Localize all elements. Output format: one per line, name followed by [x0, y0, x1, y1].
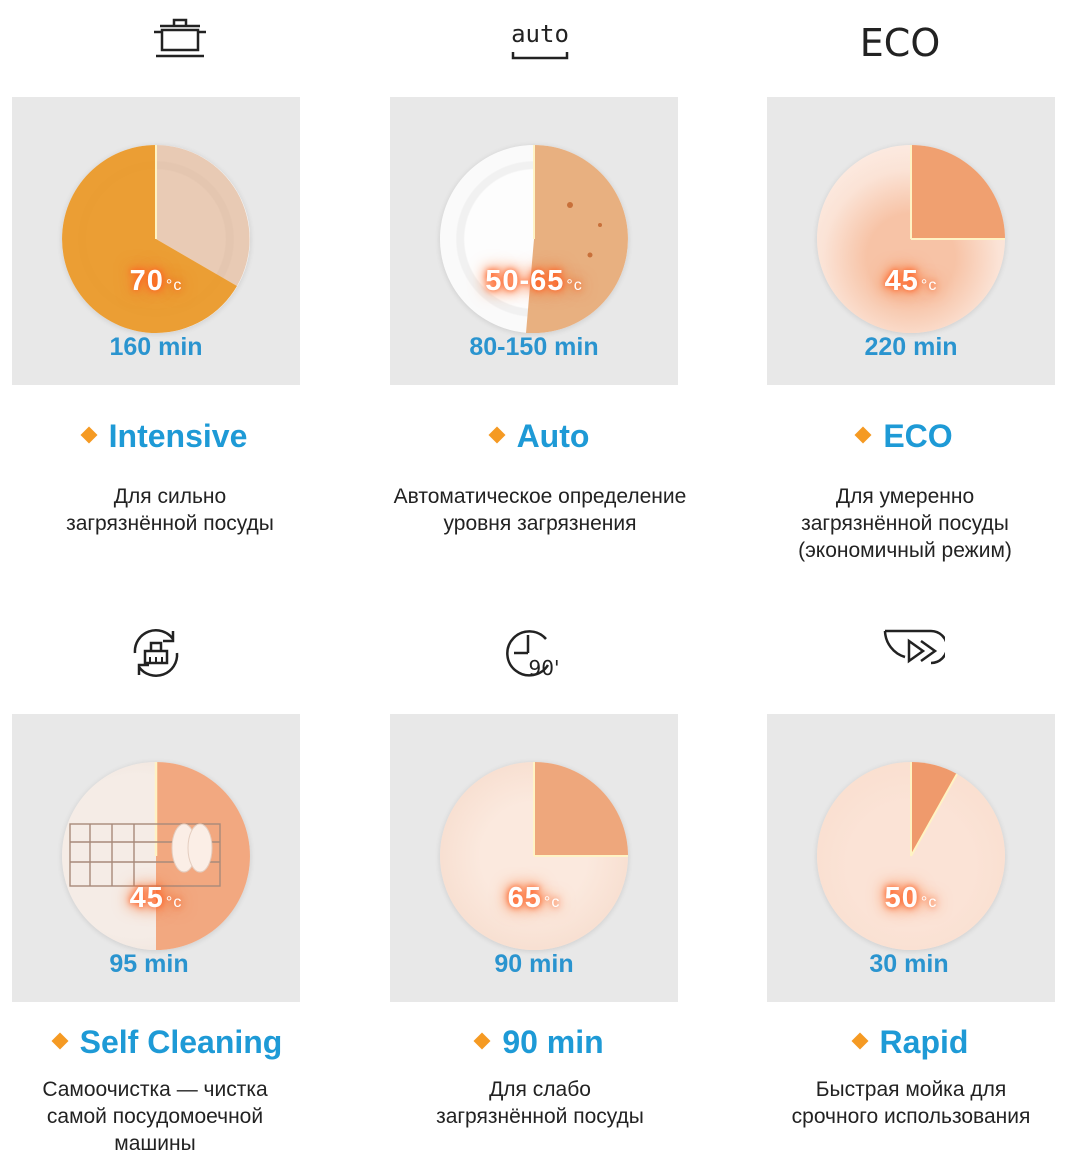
- duration: 95 min: [109, 950, 189, 978]
- clock-90-icon: 90': [500, 623, 564, 686]
- duration: 30 min: [869, 950, 949, 978]
- temperature: 45 °c: [129, 882, 183, 914]
- svg-text:90': 90': [529, 656, 560, 680]
- temperature: 50-65 °c: [485, 265, 583, 297]
- program-name: 90 min: [360, 1024, 720, 1061]
- diamond-bullet-icon: [80, 426, 98, 444]
- diamond-bullet-icon: [473, 1032, 491, 1050]
- eco-icon: ECO: [860, 16, 940, 71]
- program-panel: 65 °c 90 min: [390, 714, 678, 1002]
- program-name: Rapid: [742, 1024, 1080, 1061]
- program-description: Автоматическое определение уровня загряз…: [393, 485, 687, 535]
- diamond-bullet-icon: [851, 1032, 869, 1050]
- plate: [440, 762, 628, 950]
- duration: 90 min: [494, 950, 574, 978]
- program-description: Самоочистка — чистка самой посудомоечной…: [42, 1078, 268, 1155]
- program-name: Self Cleaning: [0, 1024, 360, 1061]
- program-panel: 50-65 °c 80-150 min: [390, 97, 678, 385]
- plate: [440, 145, 628, 333]
- program-name: Intensive: [0, 418, 360, 455]
- plate: [62, 145, 250, 333]
- plate: [817, 145, 1005, 333]
- rapid-icon: [879, 623, 949, 672]
- duration: 80-150 min: [469, 333, 599, 361]
- program-panel: 45 °c 95 min: [12, 714, 300, 1002]
- program-description: Для сильно загрязнённой посуды: [66, 485, 274, 535]
- program-description: Для слабо загрязнённой посуды: [436, 1078, 644, 1128]
- diamond-bullet-icon: [854, 426, 872, 444]
- program-name: ECO: [730, 418, 1080, 455]
- program-panel: 45 °c 220 min: [767, 97, 1055, 385]
- program-panel: 70 °c 160 min: [12, 97, 300, 385]
- program-description: Быстрая мойка для срочного использования: [791, 1078, 1031, 1128]
- program-panel: 50 °c 30 min: [767, 714, 1055, 1002]
- svg-text:auto: auto: [511, 20, 569, 48]
- svg-text:ECO: ECO: [860, 21, 940, 65]
- auto-icon: auto: [505, 14, 575, 71]
- duration: 160 min: [109, 333, 203, 361]
- temperature: 65 °c: [507, 882, 561, 914]
- pot-icon: [148, 10, 212, 67]
- program-name: Auto: [360, 418, 720, 455]
- temperature: 50 °c: [884, 882, 938, 914]
- plate: [817, 762, 1005, 950]
- program-description: Для умеренно загрязнённой посуды (эконом…: [798, 485, 1012, 562]
- diamond-bullet-icon: [51, 1032, 69, 1050]
- self-cleaning-icon: [123, 625, 189, 686]
- plate: [62, 762, 250, 950]
- duration: 220 min: [864, 333, 958, 361]
- diamond-bullet-icon: [488, 426, 506, 444]
- temperature: 70 °c: [129, 265, 183, 297]
- temperature: 45 °c: [884, 265, 938, 297]
